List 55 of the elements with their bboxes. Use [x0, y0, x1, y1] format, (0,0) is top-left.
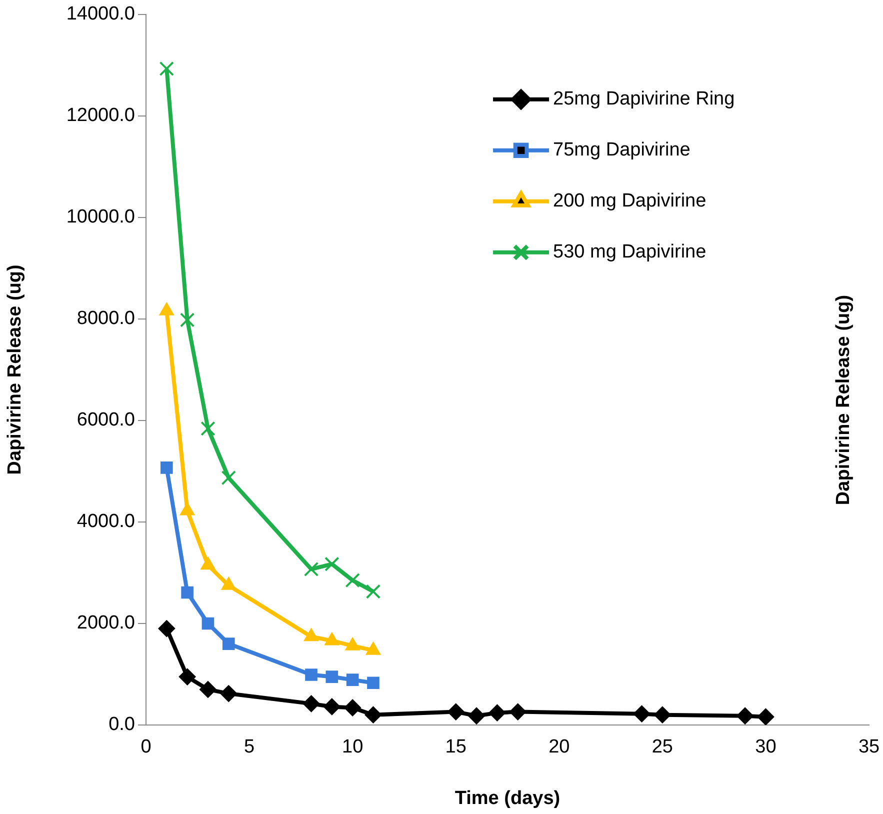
x-tick-label: 25	[652, 736, 673, 758]
point	[324, 556, 340, 572]
x-axis-title: Time (days)	[454, 788, 560, 809]
point	[159, 61, 174, 76]
point	[222, 638, 235, 650]
point	[323, 698, 340, 716]
y-tick-label: 10000.0	[66, 206, 135, 228]
point	[447, 703, 464, 720]
legend-label: 530 mg Dapivirine	[553, 242, 706, 263]
x-tick-label: 0	[140, 736, 152, 758]
point	[302, 695, 320, 712]
point	[326, 670, 338, 683]
point	[344, 699, 362, 716]
y-tick-label: 2000.0	[76, 612, 135, 634]
legend-label: 75mg Dapivirine	[553, 140, 690, 161]
point	[181, 586, 194, 599]
point	[488, 704, 506, 722]
point	[305, 668, 318, 681]
x-tick-label: 20	[548, 736, 570, 758]
y-tick-label: 12000.0	[66, 105, 135, 126]
point	[367, 676, 380, 690]
point	[736, 707, 754, 724]
y-axis-title: Dapivirine Release (ug)	[4, 264, 26, 475]
point	[346, 674, 359, 686]
point	[468, 707, 486, 724]
x-tick-label: 30	[755, 736, 776, 758]
point	[158, 620, 176, 638]
point	[202, 617, 214, 630]
point	[509, 703, 526, 720]
point	[221, 470, 236, 486]
point	[345, 572, 360, 588]
x-tick-label: 5	[244, 736, 255, 758]
y-tick-label: 8000.0	[76, 308, 135, 330]
y-tick-label: 6000.0	[76, 410, 135, 431]
x-tick-label: 10	[342, 736, 364, 758]
point	[178, 668, 196, 686]
y-tick-label: 4000.0	[76, 511, 135, 532]
x-tick-label: 15	[445, 736, 466, 758]
point	[654, 706, 671, 724]
point	[200, 421, 216, 436]
point	[633, 705, 650, 722]
y-tick-label: 0.0	[108, 714, 135, 736]
point	[180, 312, 195, 328]
point	[160, 462, 173, 474]
point	[366, 584, 381, 599]
point	[364, 706, 382, 724]
y-tick-label: 14000.0	[66, 4, 135, 25]
point	[757, 708, 774, 725]
text: Dapivirine Release (ug)	[833, 294, 855, 506]
legend-label: 200 mg Dapivirine	[553, 190, 706, 212]
point	[199, 680, 216, 698]
point	[220, 685, 238, 702]
legend-label: 25mg Dapivirine Ring	[553, 88, 735, 110]
x-tick-label: 35	[858, 736, 880, 758]
point	[304, 562, 319, 577]
